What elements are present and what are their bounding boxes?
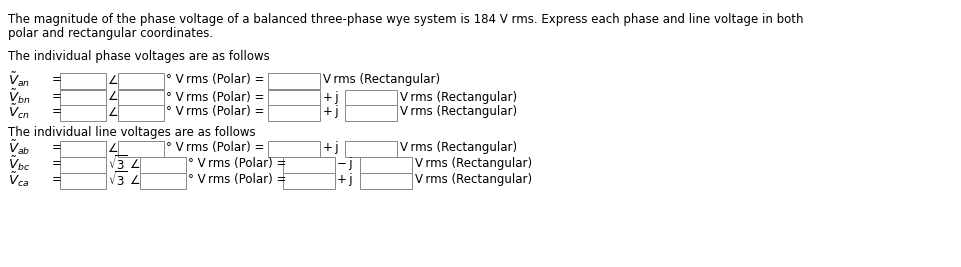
Text: ∠: ∠ [108,105,118,119]
Bar [360,157,412,173]
Text: =: = [52,73,62,87]
Bar [268,90,320,106]
Text: V rms (Rectangular): V rms (Rectangular) [400,142,517,155]
Text: $\tilde{V}_{bn}$: $\tilde{V}_{bn}$ [8,88,31,106]
Text: ∠: ∠ [130,174,140,187]
Text: ∠: ∠ [108,91,118,104]
Text: − j: − j [337,158,353,171]
Bar [118,105,164,121]
Text: ° V rms (Polar) =: ° V rms (Polar) = [188,174,286,187]
Text: ° V rms (Polar) =: ° V rms (Polar) = [166,105,264,119]
Text: =: = [52,158,62,171]
Bar [268,73,320,89]
Bar [118,90,164,106]
Text: + j: + j [323,105,338,119]
Text: ° V rms (Polar) =: ° V rms (Polar) = [166,142,264,155]
Bar [345,105,397,121]
Text: $\sqrt{3}$: $\sqrt{3}$ [108,155,127,173]
Text: =: = [52,142,62,155]
Bar [140,173,186,189]
Text: + j: + j [337,174,353,187]
Text: ° V rms (Polar) =: ° V rms (Polar) = [166,91,264,104]
Bar [345,90,397,106]
Text: The individual line voltages are as follows: The individual line voltages are as foll… [8,126,256,139]
Text: $\tilde{V}_{an}$: $\tilde{V}_{an}$ [8,71,30,89]
Bar [60,173,106,189]
Bar [60,90,106,106]
Text: $\tilde{V}_{ab}$: $\tilde{V}_{ab}$ [8,139,31,157]
Bar [60,157,106,173]
Text: The individual phase voltages are as follows: The individual phase voltages are as fol… [8,50,270,63]
Text: ∠: ∠ [108,142,118,155]
Text: V rms (Rectangular): V rms (Rectangular) [415,158,532,171]
Bar [118,73,164,89]
Bar [360,173,412,189]
Bar [283,173,335,189]
Text: =: = [52,174,62,187]
Bar [140,157,186,173]
Text: V rms (Rectangular): V rms (Rectangular) [415,174,532,187]
Text: + j: + j [323,91,338,104]
Bar [60,105,106,121]
Text: + j: + j [323,142,338,155]
Bar [60,141,106,157]
Bar [268,105,320,121]
Text: ° V rms (Polar) =: ° V rms (Polar) = [188,158,286,171]
Text: =: = [52,91,62,104]
Text: ° V rms (Polar) =: ° V rms (Polar) = [166,73,264,87]
Bar [118,141,164,157]
Text: ∠: ∠ [108,73,118,87]
Text: $\tilde{V}_{bc}$: $\tilde{V}_{bc}$ [8,155,30,173]
Text: =: = [52,105,62,119]
Text: polar and rectangular coordinates.: polar and rectangular coordinates. [8,27,213,40]
Bar [60,73,106,89]
Text: V rms (Rectangular): V rms (Rectangular) [400,91,517,104]
Text: The magnitude of the phase voltage of a balanced three-phase wye system is 184 V: The magnitude of the phase voltage of a … [8,13,803,26]
Bar [268,141,320,157]
Bar [345,141,397,157]
Text: $\sqrt{3}$: $\sqrt{3}$ [108,171,127,189]
Text: V rms (Rectangular): V rms (Rectangular) [400,105,517,119]
Text: $\tilde{V}_{cn}$: $\tilde{V}_{cn}$ [8,103,30,121]
Text: $\tilde{V}_{ca}$: $\tilde{V}_{ca}$ [8,171,30,189]
Text: V rms (Rectangular): V rms (Rectangular) [323,73,440,87]
Bar [283,157,335,173]
Text: ∠: ∠ [130,158,140,171]
